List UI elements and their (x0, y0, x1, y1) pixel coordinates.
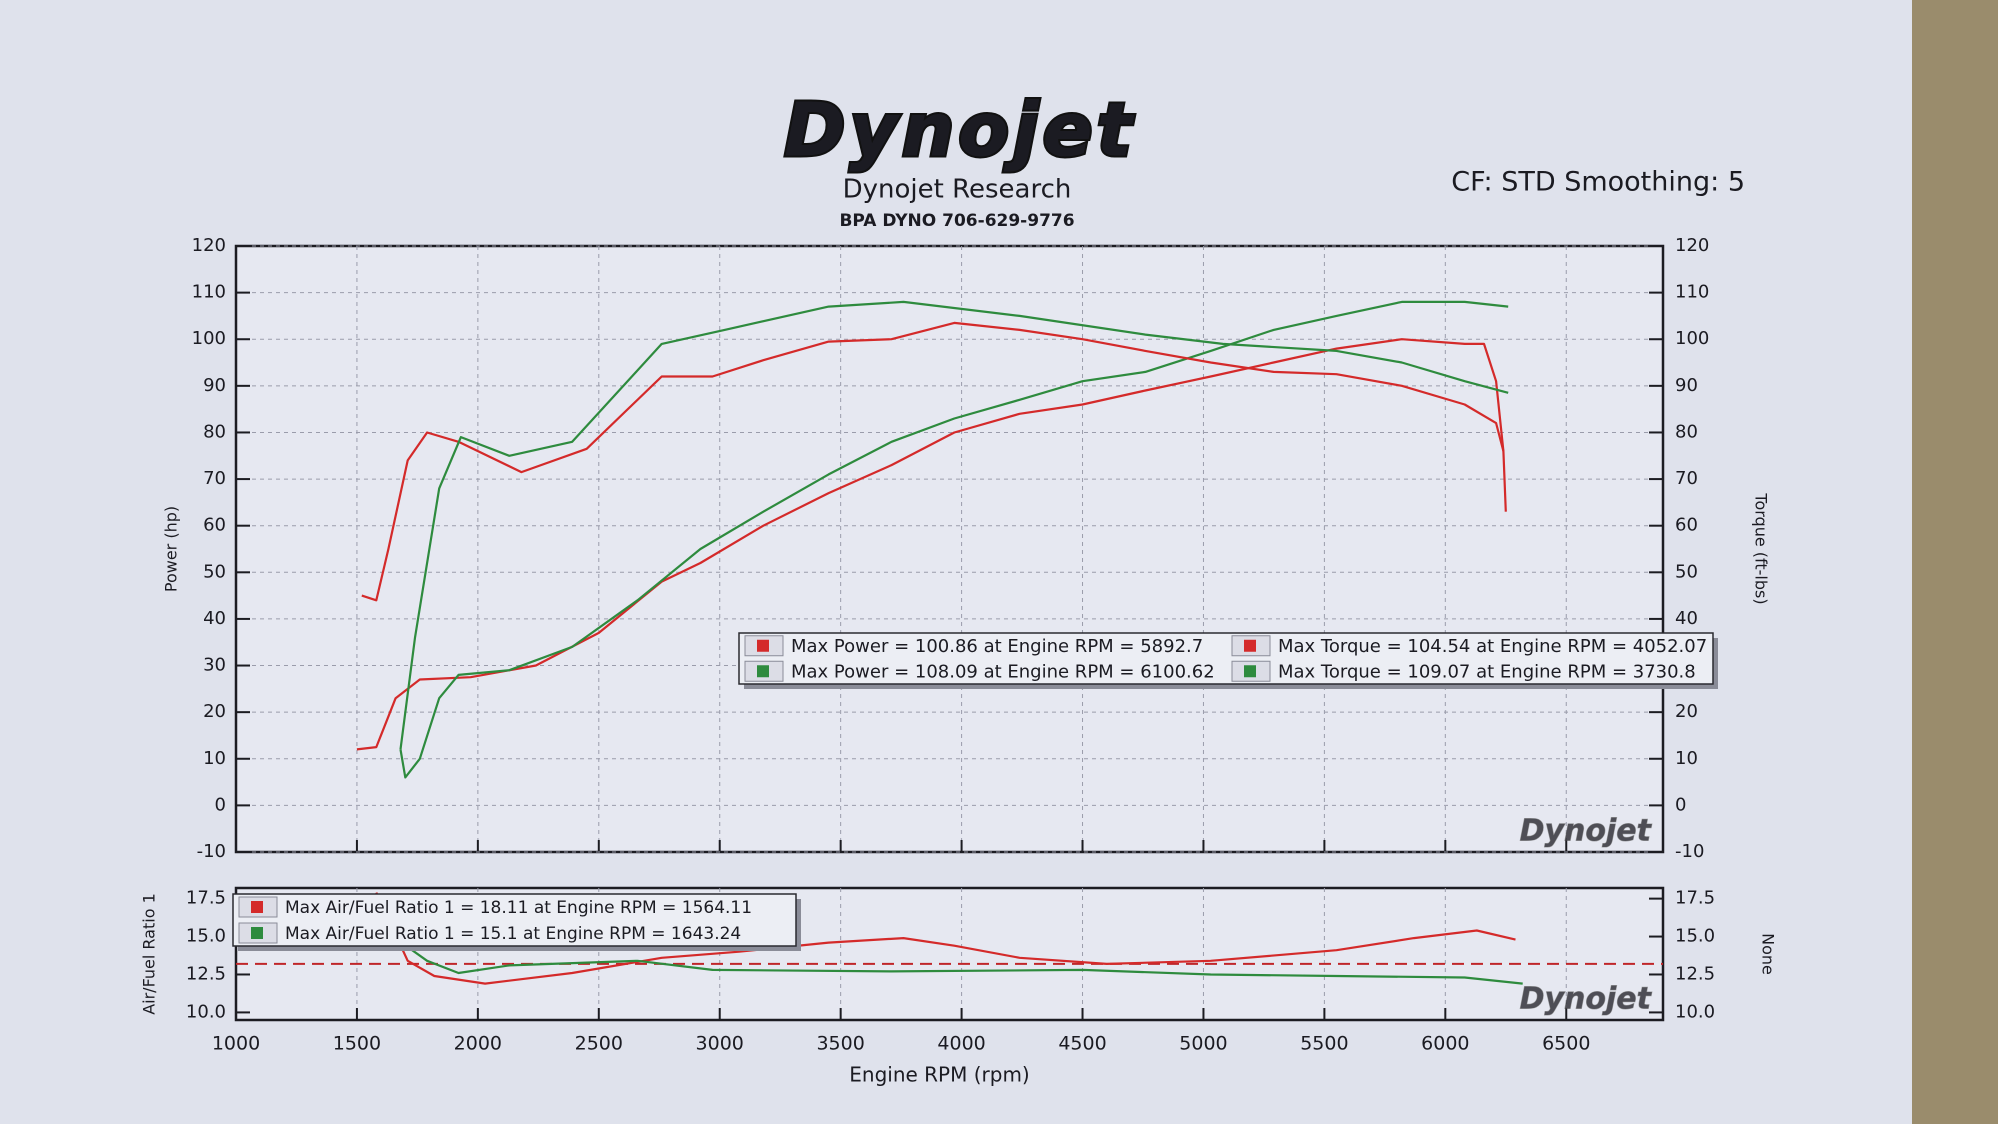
y2-tick-label: 12.5 (1675, 963, 1715, 984)
y-tick-label: 60 (203, 515, 226, 536)
y-tick-label: 70 (203, 468, 226, 489)
background-ground (1912, 0, 1998, 1124)
y2-tick-label: 0 (1675, 794, 1686, 815)
x-tick-label: 3000 (696, 1033, 744, 1055)
y-tick-label: 12.5 (186, 963, 226, 984)
y-tick-label: 17.5 (186, 888, 226, 909)
y2-tick-label: 10.0 (1675, 1001, 1715, 1022)
legend-box (738, 632, 1714, 685)
legend-swatch (757, 639, 769, 652)
y2-tick-label: 100 (1675, 328, 1709, 349)
settings: CF: STD Smoothing: 5 (1451, 167, 1745, 198)
x-tick-label: 5500 (1300, 1033, 1348, 1055)
legend-label: Max Power = 100.86 at Engine RPM = 5892.… (791, 636, 1203, 657)
watermark: Dynojet (1520, 982, 1653, 1017)
y2-axis-title: Torque (ft-lbs) (1752, 492, 1771, 604)
x-tick-label: 6500 (1542, 1033, 1590, 1055)
watermark: Dynojet (1520, 814, 1653, 849)
y-tick-label: 0 (215, 794, 226, 815)
y-axis-title: Power (hp) (162, 506, 181, 592)
legend-label: Max Air/Fuel Ratio 1 = 15.1 at Engine RP… (285, 924, 741, 944)
y2-tick-label: 70 (1675, 468, 1698, 489)
legend-label: Max Air/Fuel Ratio 1 = 18.11 at Engine R… (285, 898, 752, 918)
x-axis-title: Engine RPM (rpm) (849, 1063, 1029, 1087)
y-tick-label: 90 (203, 375, 226, 396)
legend-label: Max Torque = 104.54 at Engine RPM = 4052… (1278, 636, 1707, 657)
y-tick-label: 120 (192, 235, 226, 256)
legend-box (232, 893, 797, 947)
y-axis-title: Air/Fuel Ratio 1 (140, 893, 159, 1015)
company: Dynojet Research (843, 175, 1072, 205)
x-tick-label: 1000 (212, 1033, 260, 1055)
y-tick-label: 80 (203, 421, 226, 442)
x-tick-label: 4000 (937, 1033, 985, 1055)
y2-tick-label: 40 (1675, 608, 1698, 629)
y-tick-label: 100 (192, 328, 226, 349)
y-tick-label: 50 (203, 561, 226, 582)
y2-tick-label: 50 (1675, 561, 1698, 582)
series-line (399, 300, 1509, 779)
y2-tick-label: 10 (1675, 748, 1698, 769)
y2-axis-title: None (1759, 933, 1778, 975)
x-tick-label: 6000 (1421, 1033, 1469, 1055)
y-tick-label: -10 (197, 841, 226, 862)
y-tick-label: 10 (203, 748, 226, 769)
x-tick-label: 1500 (333, 1033, 381, 1055)
y2-tick-label: -10 (1675, 841, 1704, 862)
x-tick-label: 4500 (1058, 1033, 1106, 1055)
y-tick-label: 10.0 (186, 1001, 226, 1022)
legend-swatch (1244, 665, 1256, 678)
logo: Dynojet (784, 88, 1136, 174)
y2-tick-label: 20 (1675, 701, 1698, 722)
legend-swatch (1244, 639, 1256, 652)
series-line (361, 321, 1505, 602)
x-tick-label: 3500 (816, 1033, 864, 1055)
phone: BPA DYNO 706-629-9776 (839, 211, 1074, 231)
y-tick-label: 20 (203, 701, 226, 722)
series-line (390, 934, 1523, 985)
y2-tick-label: 80 (1675, 421, 1698, 442)
legend-swatch (251, 901, 263, 913)
legend-swatch (251, 927, 263, 939)
y-tick-label: 15.0 (186, 926, 226, 947)
y-tick-label: 40 (203, 608, 226, 629)
y-tick-label: 110 (192, 282, 226, 303)
legend-label: Max Torque = 109.07 at Engine RPM = 3730… (1278, 661, 1696, 682)
y-tick-label: 30 (203, 655, 226, 676)
x-tick-label: 2000 (454, 1033, 502, 1055)
series-line (399, 300, 1509, 750)
y2-tick-label: 110 (1675, 282, 1709, 303)
legend-label: Max Power = 108.09 at Engine RPM = 6100.… (791, 661, 1215, 682)
series-line (375, 892, 1516, 985)
y2-tick-label: 120 (1675, 235, 1709, 256)
plot-area (234, 244, 1665, 854)
y2-tick-label: 15.0 (1675, 926, 1715, 947)
legend-swatch (757, 665, 769, 678)
series-line (356, 338, 1507, 751)
x-tick-label: 2500 (575, 1033, 623, 1055)
y2-tick-label: 60 (1675, 515, 1698, 536)
x-tick-label: 5000 (1179, 1033, 1227, 1055)
y2-tick-label: 90 (1675, 375, 1698, 396)
y2-tick-label: 17.5 (1675, 888, 1715, 909)
